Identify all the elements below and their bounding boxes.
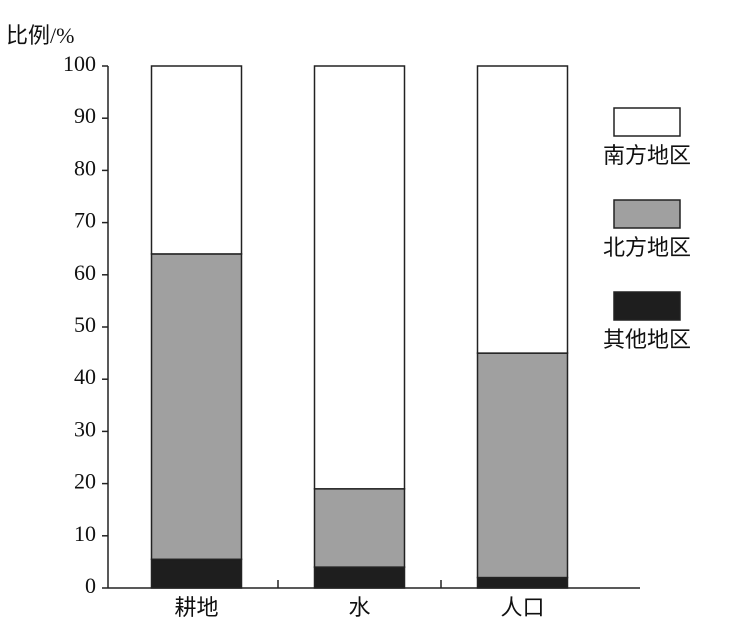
bar-segment: [150, 253, 243, 561]
bar-segment: [476, 65, 569, 354]
y-tick-label: 20: [74, 469, 96, 494]
legend-label: 北方地区: [603, 235, 691, 260]
legend-label: 南方地区: [603, 143, 691, 168]
y-tick-label: 30: [74, 416, 96, 441]
legend-label: 其他地区: [603, 327, 691, 352]
bar-segment: [150, 558, 243, 589]
y-tick-label: 50: [74, 312, 96, 337]
legend-swatch: [613, 199, 681, 229]
y-tick-label: 80: [74, 155, 96, 180]
x-tick-label: 耕地: [174, 595, 218, 620]
legend-swatch: [613, 291, 681, 321]
bar-segment: [313, 65, 406, 490]
bar-segment: [313, 488, 406, 568]
y-tick-label: 90: [74, 103, 96, 128]
bar-segment: [150, 65, 243, 255]
y-tick-label: 40: [74, 364, 96, 389]
bar-segment: [476, 576, 569, 589]
y-axis-label: 比例/%: [6, 23, 74, 48]
legend-swatch: [613, 107, 681, 137]
y-tick-label: 70: [74, 208, 96, 233]
y-tick-label: 10: [74, 521, 96, 546]
x-tick-label: 水: [348, 595, 370, 620]
bar-segment: [313, 566, 406, 589]
x-tick-label: 人口: [500, 595, 544, 620]
bar-segment: [476, 352, 569, 579]
y-tick-label: 60: [74, 260, 96, 285]
y-tick-label: 0: [85, 573, 96, 598]
y-tick-label: 100: [63, 51, 96, 76]
